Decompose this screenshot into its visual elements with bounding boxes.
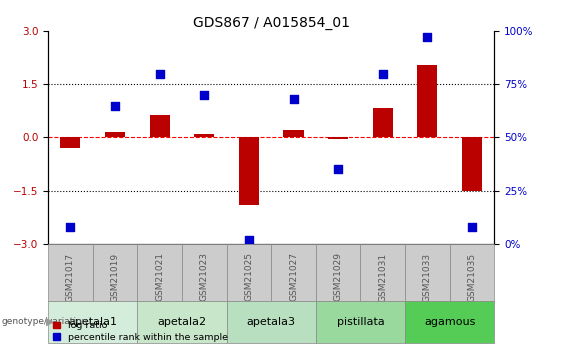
Point bbox=[468, 224, 477, 230]
Point bbox=[333, 167, 342, 172]
Point bbox=[423, 35, 432, 40]
Text: agamous: agamous bbox=[424, 317, 475, 327]
FancyBboxPatch shape bbox=[316, 301, 405, 343]
Point bbox=[379, 71, 388, 76]
Point bbox=[66, 224, 75, 230]
Bar bbox=[284, 130, 303, 138]
FancyBboxPatch shape bbox=[227, 301, 316, 343]
Point bbox=[200, 92, 209, 98]
Bar bbox=[418, 65, 437, 138]
Text: GSM21025: GSM21025 bbox=[245, 253, 253, 302]
Text: pistillata: pistillata bbox=[337, 317, 384, 327]
Bar bbox=[60, 138, 80, 148]
Text: GSM21031: GSM21031 bbox=[379, 253, 387, 302]
FancyBboxPatch shape bbox=[48, 244, 93, 301]
Bar bbox=[105, 132, 125, 138]
Bar bbox=[462, 138, 482, 191]
Text: GSM21033: GSM21033 bbox=[423, 253, 432, 302]
Legend: log ratio, percentile rank within the sample: log ratio, percentile rank within the sa… bbox=[53, 321, 228, 342]
FancyBboxPatch shape bbox=[48, 301, 137, 343]
Text: GSM21017: GSM21017 bbox=[66, 253, 75, 302]
Point bbox=[245, 237, 254, 243]
Point bbox=[111, 103, 120, 108]
Text: GSM21035: GSM21035 bbox=[468, 253, 476, 302]
FancyBboxPatch shape bbox=[405, 301, 494, 343]
Bar bbox=[194, 134, 214, 138]
Text: apetala1: apetala1 bbox=[68, 317, 117, 327]
Point bbox=[289, 96, 298, 102]
FancyBboxPatch shape bbox=[227, 244, 271, 301]
Bar bbox=[328, 138, 348, 139]
Bar bbox=[373, 108, 393, 138]
Text: apetala3: apetala3 bbox=[247, 317, 295, 327]
FancyBboxPatch shape bbox=[137, 301, 227, 343]
FancyBboxPatch shape bbox=[93, 244, 137, 301]
FancyBboxPatch shape bbox=[405, 244, 450, 301]
Bar bbox=[150, 116, 169, 138]
Text: GSM21019: GSM21019 bbox=[111, 253, 119, 302]
Point bbox=[155, 71, 164, 76]
Text: GSM21021: GSM21021 bbox=[155, 253, 164, 302]
FancyBboxPatch shape bbox=[182, 244, 227, 301]
Text: genotype/variation: genotype/variation bbox=[1, 317, 88, 326]
Text: GSM21027: GSM21027 bbox=[289, 253, 298, 302]
FancyBboxPatch shape bbox=[316, 244, 360, 301]
FancyBboxPatch shape bbox=[360, 244, 405, 301]
Text: apetala2: apetala2 bbox=[158, 317, 206, 327]
Text: ▶: ▶ bbox=[46, 317, 55, 326]
FancyBboxPatch shape bbox=[450, 244, 494, 301]
FancyBboxPatch shape bbox=[271, 244, 316, 301]
Text: GSM21029: GSM21029 bbox=[334, 253, 342, 302]
Text: GSM21023: GSM21023 bbox=[200, 253, 208, 302]
FancyBboxPatch shape bbox=[137, 244, 182, 301]
Title: GDS867 / A015854_01: GDS867 / A015854_01 bbox=[193, 16, 350, 30]
Bar bbox=[239, 138, 259, 205]
